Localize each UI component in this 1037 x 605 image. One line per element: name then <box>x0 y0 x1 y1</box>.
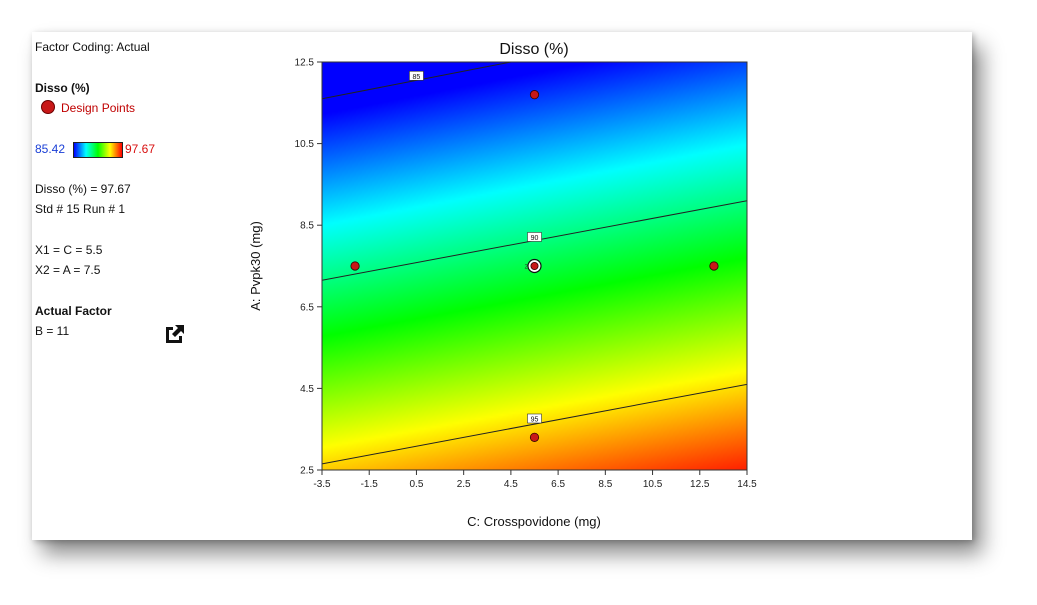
factor-coding-label: Factor Coding: Actual <box>35 40 150 54</box>
plot-frame <box>321 61 748 471</box>
x-tick-label: -3.5 <box>313 479 331 490</box>
plot-card: Factor Coding: Actual Disso (%) Design P… <box>32 32 972 540</box>
design-points-label: Design Points <box>61 101 136 115</box>
contour-label-box <box>527 413 542 424</box>
contour-labels: 85 90 95 <box>409 70 542 424</box>
y-axis-label: A: Pvpk30 (mg) <box>248 221 263 311</box>
x-tick-label: 10.5 <box>643 479 663 490</box>
contour-label-box <box>409 70 424 81</box>
design-points: 2 <box>350 90 719 442</box>
y-tick-label: 12.5 <box>295 58 315 69</box>
design-point-selected <box>530 261 539 270</box>
x-tick-label: 12.5 <box>690 479 710 490</box>
x2-value: X2 = A = 7.5 <box>35 263 101 277</box>
contour-label-box <box>527 232 542 242</box>
y-axis: 2.5 4.5 6.5 8.5 10.5 12.5 <box>295 58 322 477</box>
selected-point-value: Disso (%) = 97.67 <box>35 182 131 196</box>
chart-title: Disso (%) <box>499 41 568 58</box>
x-tick-label: 14.5 <box>737 479 757 490</box>
color-scale-min: 85.42 <box>35 142 66 156</box>
x-tick-label: 8.5 <box>598 479 612 490</box>
y-tick-label: 4.5 <box>300 384 314 395</box>
design-point <box>709 261 719 271</box>
contour-label-85: 85 <box>413 74 421 81</box>
design-point <box>529 432 540 442</box>
actual-factor-value: B = 11 <box>35 324 70 338</box>
actual-factor-title: Actual Factor <box>35 304 112 318</box>
x-tick-label: 4.5 <box>504 479 518 490</box>
x-axis-label: C: Crosspovidone (mg) <box>467 514 601 529</box>
contour-label-90: 90 <box>531 235 539 242</box>
contour-chart: Disso (%) 85 90 95 -3.5 -1.5 0.5 2.5 4.5 6.5 8.5… <box>248 41 757 529</box>
x-tick-label: 2.5 <box>457 479 471 490</box>
color-scale-bar <box>73 142 123 158</box>
color-scale-max: 97.67 <box>125 142 156 156</box>
x-tick-label: 6.5 <box>551 479 565 490</box>
x-tick-label: -1.5 <box>361 479 379 490</box>
design-point-count: 2 <box>525 265 529 271</box>
design-points-legend: Design Points <box>35 98 135 118</box>
y-tick-label: 6.5 <box>300 302 314 313</box>
y-tick-label: 8.5 <box>300 221 314 232</box>
contour-line-95 <box>322 383 747 465</box>
design-point <box>529 90 540 100</box>
y-tick-label: 2.5 <box>300 466 314 477</box>
export-icon[interactable] <box>163 322 187 346</box>
design-point-marker-icon <box>41 100 55 114</box>
x-axis: -3.5 -1.5 0.5 2.5 4.5 6.5 8.5 10.5 12.5 14.5 <box>313 470 757 490</box>
contour-label-95: 95 <box>531 417 539 424</box>
design-point <box>350 261 360 271</box>
std-run-label: Std # 15 Run # 1 <box>35 202 126 216</box>
x1-value: X1 = C = 5.5 <box>35 243 103 257</box>
response-title: Disso (%) <box>35 81 90 95</box>
x-tick-label: 0.5 <box>409 479 423 490</box>
y-tick-label: 10.5 <box>295 139 315 150</box>
